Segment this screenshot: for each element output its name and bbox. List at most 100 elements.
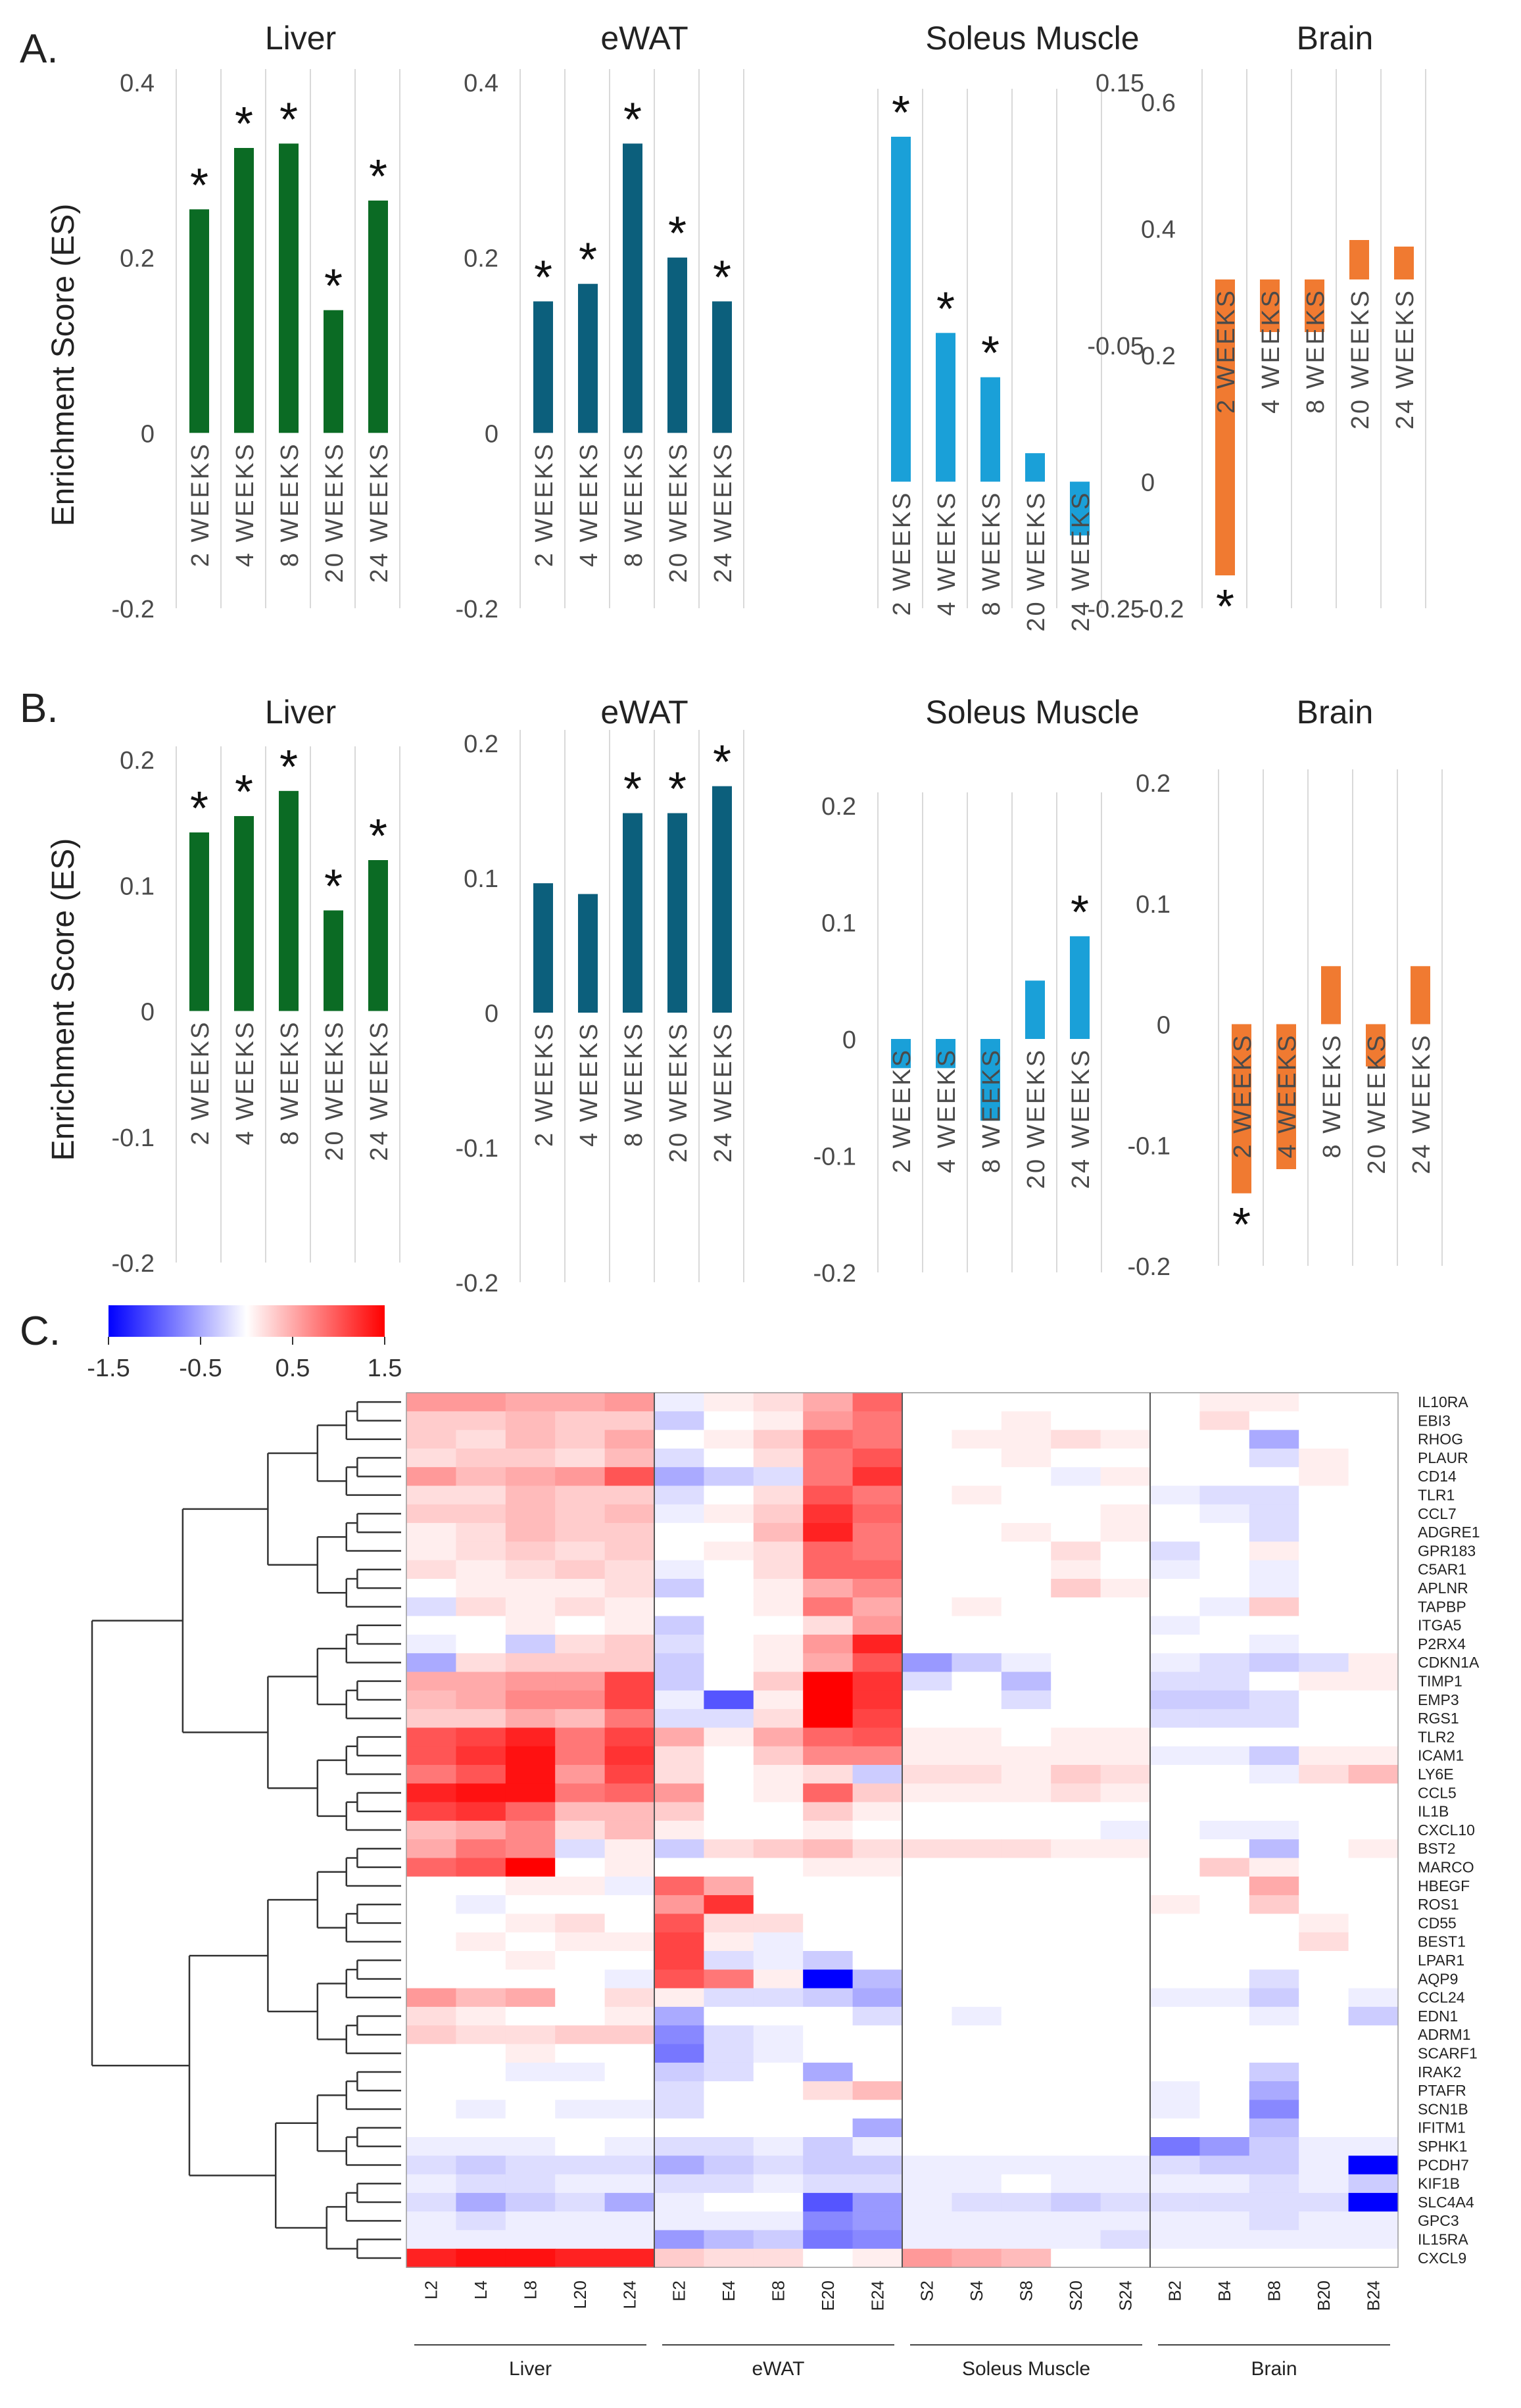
heatmap-cell bbox=[902, 1951, 952, 1970]
heatmap-cell bbox=[803, 1876, 854, 1896]
y-tick-label: -0.1 bbox=[112, 1124, 155, 1152]
heatmap-cell bbox=[1100, 1597, 1151, 1617]
heatmap-cell bbox=[505, 1411, 556, 1431]
heatmap-cell bbox=[555, 1634, 606, 1654]
heatmap-cell bbox=[1100, 2025, 1151, 2045]
heatmap-cell bbox=[704, 2230, 754, 2250]
heatmap-cell bbox=[406, 1820, 456, 1840]
heatmap-cell bbox=[505, 1393, 556, 1412]
heatmap-cell bbox=[753, 1541, 804, 1561]
heatmap-cell bbox=[704, 2006, 754, 2026]
heatmap-cell bbox=[604, 1988, 655, 2008]
heatmap-cell bbox=[555, 1709, 606, 1728]
heatmap-cell bbox=[1150, 1616, 1200, 1635]
heatmap-cell bbox=[1001, 1783, 1051, 1803]
heatmap-cell bbox=[952, 2155, 1002, 2175]
heatmap-cell bbox=[1348, 1504, 1399, 1524]
heatmap-cell bbox=[1051, 1411, 1101, 1431]
heatmap-cell bbox=[654, 2044, 704, 2063]
heatmap-cell bbox=[1100, 2211, 1151, 2231]
x-tick-label: 4 WEEKS bbox=[933, 491, 961, 616]
bar-2-weeks bbox=[1215, 279, 1235, 575]
row-label: PCDH7 bbox=[1418, 2156, 1469, 2173]
heatmap-cell bbox=[555, 1504, 606, 1524]
chart-title: Brain bbox=[1297, 694, 1374, 731]
heatmap-cell bbox=[952, 1876, 1002, 1896]
heatmap-cell bbox=[1299, 2211, 1349, 2231]
heatmap-cell bbox=[1150, 1690, 1200, 1710]
heatmap-cell bbox=[1001, 1485, 1051, 1505]
heatmap-cell bbox=[902, 2081, 952, 2100]
heatmap-cell bbox=[1100, 1634, 1151, 1654]
heatmap-cell bbox=[505, 1914, 556, 1933]
y-axis-label: Enrichment Score (ES) bbox=[46, 838, 81, 1161]
heatmap-cell bbox=[555, 1746, 606, 1766]
heatmap-cell bbox=[704, 1988, 754, 2008]
heatmap-cell bbox=[952, 2174, 1002, 2194]
heatmap-cell bbox=[1249, 1616, 1299, 1635]
heatmap-cell bbox=[952, 2211, 1002, 2231]
heatmap-cell bbox=[1100, 1709, 1151, 1728]
heatmap-cell bbox=[1199, 1858, 1250, 1877]
y-tick-label: -0.2 bbox=[112, 1250, 155, 1278]
heatmap-cell bbox=[803, 2230, 854, 2250]
x-tick-label: 24 WEEKS bbox=[1067, 491, 1095, 632]
significance-star: * bbox=[369, 151, 387, 203]
heatmap-cell bbox=[803, 1393, 854, 1412]
heatmap-cell bbox=[654, 1597, 704, 1617]
bar-20-weeks bbox=[324, 310, 343, 433]
heatmap-cell bbox=[604, 1523, 655, 1542]
x-tick-label: 8 WEEKS bbox=[620, 442, 648, 567]
heatmap-cell bbox=[1051, 2211, 1101, 2231]
heatmap-cell bbox=[1249, 2006, 1299, 2026]
heatmap-cell bbox=[1100, 1430, 1151, 1449]
heatmap-cell bbox=[456, 2211, 506, 2231]
heatmap-cell bbox=[803, 1858, 854, 1877]
heatmap-cell bbox=[803, 1411, 854, 1431]
heatmap-cell bbox=[704, 1653, 754, 1673]
heatmap-cell bbox=[1199, 1634, 1250, 1654]
heatmap-cell bbox=[902, 1560, 952, 1579]
heatmap-cell bbox=[1051, 2062, 1101, 2082]
x-tick-label: 4 WEEKS bbox=[1257, 289, 1285, 414]
row-label: IL15RA bbox=[1418, 2231, 1468, 2248]
heatmap-cell bbox=[704, 1467, 754, 1487]
heatmap-cell bbox=[1199, 1467, 1250, 1487]
heatmap-cell bbox=[1100, 1802, 1151, 1821]
heatmap-cell bbox=[654, 1765, 704, 1784]
heatmap-cell bbox=[1199, 1448, 1250, 1468]
heatmap-cell bbox=[604, 1672, 655, 1691]
heatmap-cell bbox=[604, 2081, 655, 2100]
x-tick-label: 8 WEEKS bbox=[1302, 289, 1330, 414]
heatmap-cell bbox=[505, 1467, 556, 1487]
row-label: LY6E bbox=[1418, 1766, 1454, 1783]
heatmap-cell bbox=[1150, 2062, 1200, 2082]
heatmap-cell bbox=[1348, 1467, 1399, 1487]
heatmap-cell bbox=[753, 1802, 804, 1821]
x-tick-label: 4 WEEKS bbox=[1274, 1034, 1301, 1159]
heatmap-cell bbox=[704, 1579, 754, 1598]
heatmap-cell bbox=[456, 1876, 506, 1896]
heatmap-cell bbox=[555, 1672, 606, 1691]
heatmap-cell bbox=[1150, 2025, 1200, 2045]
bar-20-weeks bbox=[324, 910, 343, 1011]
heatmap-cell bbox=[1348, 1653, 1399, 1673]
heatmap-cell bbox=[555, 2137, 606, 2156]
heatmap-cell bbox=[1348, 2006, 1399, 2026]
heatmap-cell bbox=[1051, 1616, 1101, 1635]
heatmap-cell bbox=[1001, 1411, 1051, 1431]
heatmap-cell bbox=[1100, 1560, 1151, 1579]
heatmap-cell bbox=[803, 1597, 854, 1617]
heatmap-cell bbox=[1051, 1783, 1101, 1803]
heatmap-cell bbox=[604, 2044, 655, 2063]
heatmap-cell bbox=[456, 1634, 506, 1654]
heatmap-cell bbox=[1001, 2006, 1051, 2026]
y-tick-label: -0.2 bbox=[1128, 1253, 1171, 1281]
heatmap-cell bbox=[902, 1914, 952, 1933]
heatmap-cell bbox=[1199, 2230, 1250, 2250]
significance-star: * bbox=[579, 234, 597, 287]
significance-star: * bbox=[623, 763, 642, 816]
x-tick-label: 20 WEEKS bbox=[665, 442, 692, 583]
significance-star: * bbox=[1071, 886, 1089, 939]
heatmap-cell bbox=[555, 1820, 606, 1840]
